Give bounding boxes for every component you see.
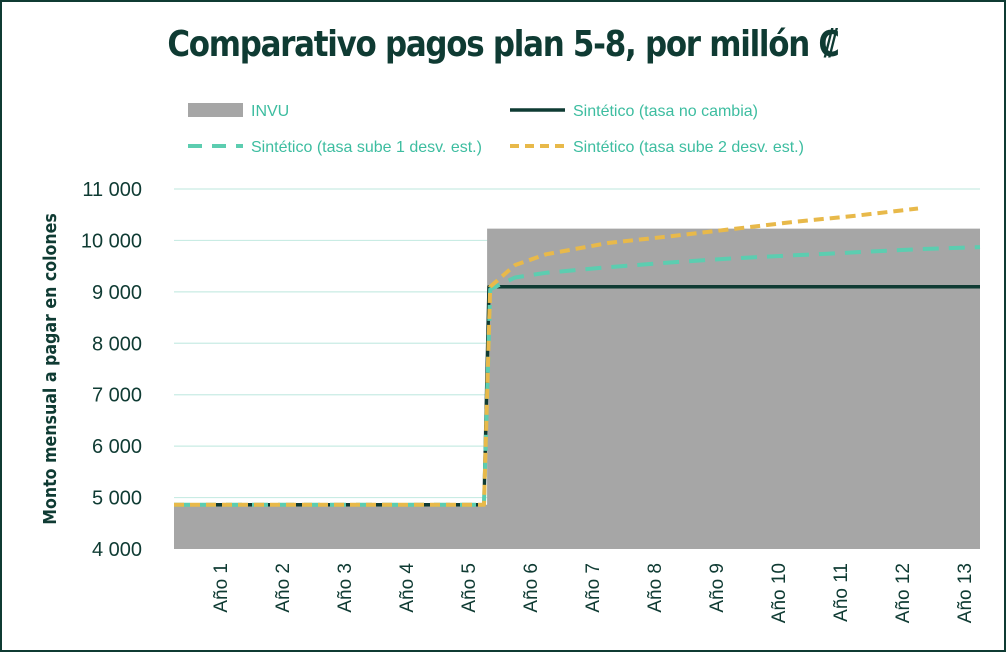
series-line-3 — [174, 206, 919, 507]
y-tick-label-6: 10 000 — [81, 230, 142, 252]
y-tick-label-0: 4 000 — [92, 539, 142, 561]
legend-swatch-0 — [188, 103, 243, 117]
legend-label-3: Sintético (tasa sube 2 desv. est.) — [573, 139, 804, 156]
series-line-2 — [174, 245, 981, 507]
y-tick-label-3: 7 000 — [92, 385, 142, 407]
x-tick-label-1: Año 2 — [273, 563, 294, 613]
y-tick-label-2: 6 000 — [92, 436, 142, 458]
x-tick-label-9: Año 10 — [769, 563, 790, 623]
x-tick-label-12: Año 13 — [955, 563, 976, 623]
x-tick-label-4: Año 5 — [459, 563, 480, 613]
x-tick-label-6: Año 7 — [583, 563, 604, 613]
x-tick-label-0: Año 1 — [211, 563, 232, 613]
legend-label-2: Sintético (tasa sube 1 desv. est.) — [251, 139, 482, 156]
series-area-invu — [174, 228, 980, 549]
y-tick-label-5: 9 000 — [92, 282, 142, 304]
x-tick-label-7: Año 8 — [645, 563, 666, 613]
y-axis-label: Monto mensual a pagar en colones — [39, 213, 60, 525]
x-tick-label-11: Año 12 — [893, 563, 914, 623]
chart-title: Comparativo pagos plan 5-8, por millón ₡ — [167, 24, 840, 65]
x-tick-label-3: Año 4 — [397, 563, 418, 613]
y-tick-label-7: 11 000 — [82, 179, 142, 201]
y-tick-label-4: 8 000 — [92, 333, 142, 355]
x-tick-label-8: Año 9 — [707, 563, 728, 613]
x-tick-label-10: Año 11 — [831, 563, 852, 622]
legend-label-1: Sintético (tasa no cambia) — [573, 103, 758, 120]
x-tick-label-2: Año 3 — [335, 563, 356, 613]
y-tick-label-1: 5 000 — [92, 488, 142, 510]
legend-label-0: INVU — [251, 103, 289, 120]
x-tick-label-5: Año 6 — [521, 563, 542, 613]
